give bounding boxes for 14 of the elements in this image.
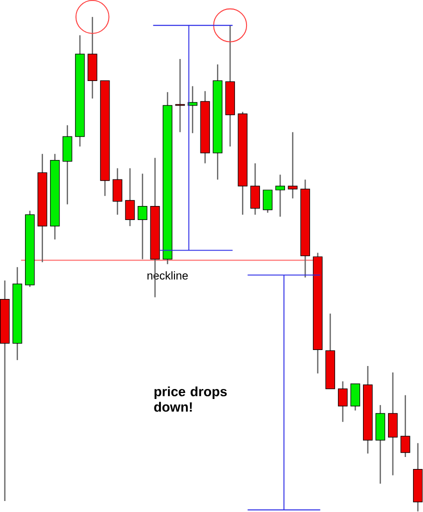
candlestick: [338, 380, 348, 422]
candlestick: [288, 132, 298, 200]
candlestick: [400, 394, 410, 458]
candlestick: [250, 162, 260, 216]
candlestick: [138, 173, 148, 260]
annotation: price drops down!: [154, 386, 227, 412]
candlestick: [350, 383, 360, 412]
candlestick: [112, 168, 122, 216]
candlestick: [388, 372, 398, 476]
candlestick: [188, 86, 198, 134]
candlestick: [276, 174, 286, 218]
candlestick: [175, 58, 186, 133]
candlestick: [263, 189, 273, 214]
candlestick: [125, 168, 135, 227]
